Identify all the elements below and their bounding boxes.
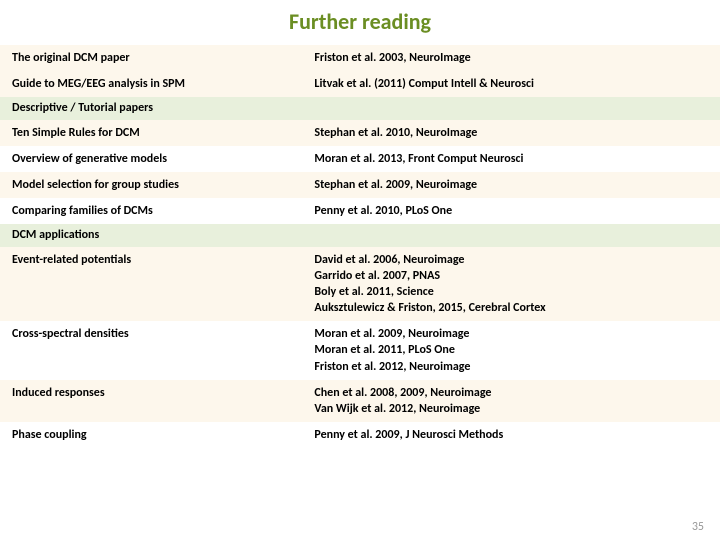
reference-cell [302,97,720,119]
reference-cell: Penny et al. 2009, J Neurosci Methods [302,422,720,448]
topic-cell: Model selection for group studies [0,172,302,198]
reference-cell: Litvak et al. (2011) Comput Intell & Neu… [302,71,720,97]
slide-number: 35 [692,520,704,534]
topic-cell: Overview of generative models [0,146,302,172]
reference-cell: Stephan et al. 2009, Neuroimage [302,172,720,198]
page-title: Further reading [0,0,720,45]
reference-cell: Penny et al. 2010, PLoS One [302,198,720,224]
table-row: Guide to MEG/EEG analysis in SPMLitvak e… [0,71,720,97]
table-row: Comparing families of DCMsPenny et al. 2… [0,198,720,224]
reference-cell: Moran et al. 2013, Front Comput Neurosci [302,146,720,172]
reference-cell [302,224,720,246]
topic-cell: Event-related potentials [0,247,302,322]
topic-cell: Cross-spectral densities [0,321,302,380]
reference-cell: Moran et al. 2009, Neuroimage Moran et a… [302,321,720,380]
reference-cell: Chen et al. 2008, 2009, Neuroimage Van W… [302,380,720,422]
topic-cell: Guide to MEG/EEG analysis in SPM [0,71,302,97]
table-row: Ten Simple Rules for DCMStephan et al. 2… [0,120,720,146]
reading-table: The original DCM paperFriston et al. 200… [0,45,720,448]
topic-cell: Comparing families of DCMs [0,198,302,224]
topic-cell: Descriptive / Tutorial papers [0,97,302,119]
table-row: Phase couplingPenny et al. 2009, J Neuro… [0,422,720,448]
topic-cell: DCM applications [0,224,302,246]
topic-cell: Phase coupling [0,422,302,448]
section-header-row: Descriptive / Tutorial papers [0,97,720,119]
table-row: The original DCM paperFriston et al. 200… [0,45,720,71]
reference-cell: Stephan et al. 2010, NeuroImage [302,120,720,146]
table-row: Induced responsesChen et al. 2008, 2009,… [0,380,720,422]
table-row: Event-related potentialsDavid et al. 200… [0,247,720,322]
topic-cell: The original DCM paper [0,45,302,71]
reading-table-body: The original DCM paperFriston et al. 200… [0,45,720,448]
table-row: Model selection for group studiesStephan… [0,172,720,198]
table-row: Cross-spectral densitiesMoran et al. 200… [0,321,720,380]
section-header-row: DCM applications [0,224,720,246]
table-row: Overview of generative modelsMoran et al… [0,146,720,172]
topic-cell: Ten Simple Rules for DCM [0,120,302,146]
topic-cell: Induced responses [0,380,302,422]
reference-cell: David et al. 2006, Neuroimage Garrido et… [302,247,720,322]
reference-cell: Friston et al. 2003, NeuroImage [302,45,720,71]
